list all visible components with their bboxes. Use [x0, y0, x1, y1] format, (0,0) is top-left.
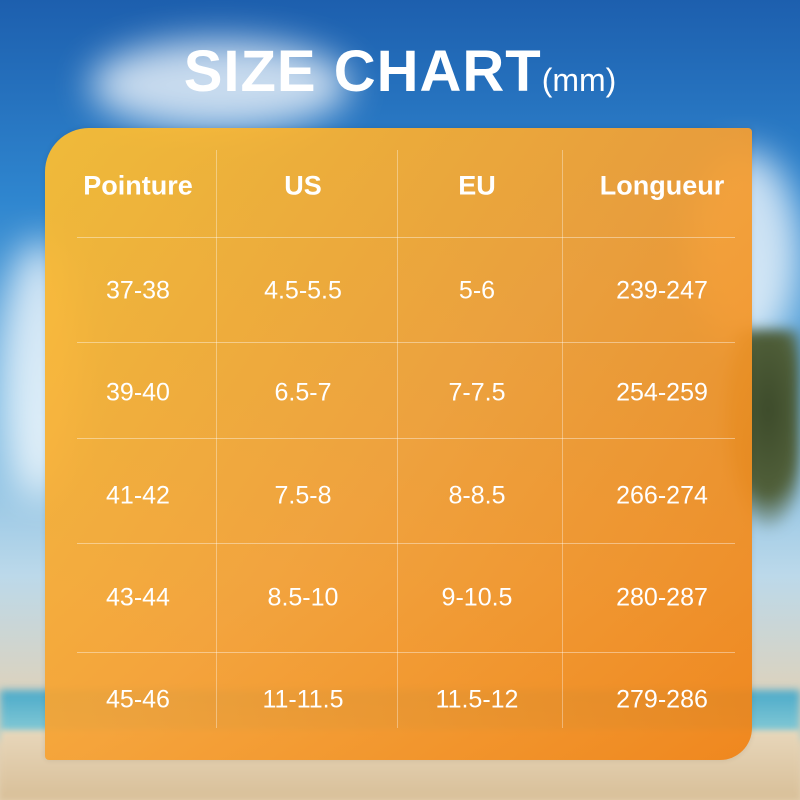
table-cell-pointure: 43-44 [106, 583, 170, 612]
column-divider [562, 150, 563, 728]
table-cell-longueur: 279-286 [616, 685, 708, 714]
table-cell-eu: 5-6 [458, 276, 496, 305]
table-cell-eu: 8-8.5 [448, 481, 506, 510]
row-divider [77, 652, 735, 653]
column-header-us: US [284, 170, 322, 201]
background-cloud [90, 40, 350, 130]
column-header-eu: EU [458, 170, 496, 201]
column-header-pointure: Pointure [83, 170, 193, 201]
page-title: SIZE CHART(mm) [0, 38, 800, 105]
table-cell-us: 4.5-5.5 [264, 276, 342, 305]
row-divider [77, 342, 735, 343]
table-cell-longueur: 239-247 [616, 276, 708, 305]
table-cell-longueur: 280-287 [616, 583, 708, 612]
table-cell-us: 7.5-8 [274, 481, 332, 510]
table-cell-eu: 11.5-12 [435, 685, 519, 714]
table-cell-pointure: 45-46 [106, 685, 170, 714]
table-cell-us: 6.5-7 [274, 378, 332, 407]
title-main: SIZE CHART [183, 39, 542, 104]
column-divider [397, 150, 398, 728]
title-unit: (mm) [541, 62, 617, 98]
column-header-longueur: Longueur [599, 170, 725, 201]
row-divider [77, 438, 735, 439]
table-cell-pointure: 37-38 [106, 276, 170, 305]
table-cell-eu: 7-7.5 [448, 378, 506, 407]
table-cell-eu: 9-10.5 [441, 583, 513, 612]
table-cell-us: 8.5-10 [267, 583, 339, 612]
column-divider [216, 150, 217, 728]
row-divider [77, 237, 735, 238]
table-cell-longueur: 254-259 [616, 378, 708, 407]
table-cell-longueur: 266-274 [616, 481, 708, 510]
table-cell-pointure: 41-42 [106, 481, 170, 510]
size-table: Pointure US EU Longueur 37-38 4.5-5.5 5-6 239-2… [45, 128, 752, 760]
table-cell-us: 11-11.5 [262, 685, 344, 714]
table-cell-pointure: 39-40 [106, 378, 170, 407]
row-divider [77, 543, 735, 544]
